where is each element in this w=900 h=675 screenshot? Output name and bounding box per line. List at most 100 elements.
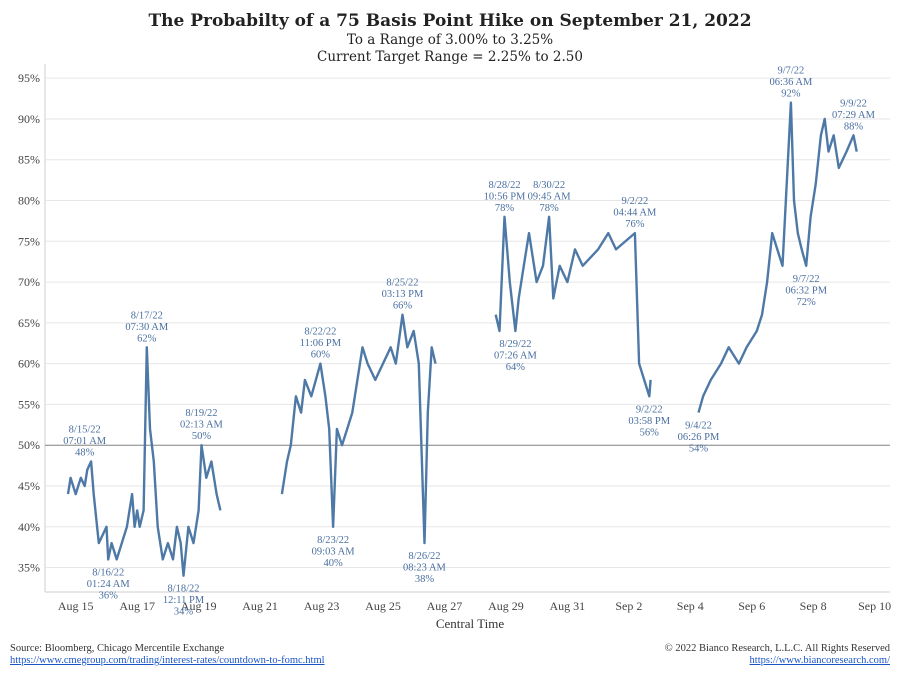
annotation-line: 12:11 PM: [163, 595, 205, 606]
annotation-line: 06:26 PM: [678, 432, 720, 443]
chart-header: The Probabilty of a 75 Basis Point Hike …: [0, 10, 900, 66]
annotation-line: 8/23/22: [317, 535, 349, 546]
y-tick-label: 50%: [18, 438, 40, 452]
annotation-line: 66%: [393, 301, 413, 312]
annotation-line: 03:58 PM: [628, 416, 670, 427]
y-axis: 35% 40% 45% 50% 55% 60% 65% 70% 75% 80% 85% 90% 95%: [18, 71, 40, 574]
x-tick-label: Aug 21: [242, 599, 278, 613]
annotation-line: 9/7/22: [777, 66, 804, 77]
annotation-line: 50%: [192, 431, 212, 442]
y-tick-label: 90%: [18, 112, 40, 126]
annotation-line: 76%: [625, 219, 645, 230]
x-tick-label: Aug 25: [365, 599, 401, 613]
x-axis-label: Central Time: [436, 616, 504, 631]
copyright-text: © 2022 Bianco Research, L.L.C. All Right…: [664, 643, 890, 654]
annotation-line: 8/18/22: [167, 584, 199, 595]
source-link[interactable]: https://www.cmegroup.com/trading/interes…: [10, 655, 325, 666]
annotation-line: 88%: [844, 121, 864, 132]
annotation-line: 8/15/22: [69, 425, 101, 436]
y-tick-label: 80%: [18, 194, 40, 208]
annotation-line: 04:44 AM: [613, 208, 657, 219]
annotation-line: 9/4/22: [685, 421, 712, 432]
x-tick-label: Sep 2: [615, 599, 642, 613]
annotation-line: 07:30 AM: [125, 322, 169, 333]
y-tick-label: 55%: [18, 397, 40, 411]
source-text: Source: Bloomberg, Chicago Mercentile Ex…: [10, 643, 225, 654]
annotation-line: 9/9/22: [840, 98, 867, 109]
annotation-line: 09:03 AM: [312, 546, 356, 557]
x-tick-label: Sep 10: [858, 599, 891, 613]
annotation-line: 07:29 AM: [832, 110, 876, 121]
series-probability: [66, 101, 858, 577]
annotation-line: 8/30/22: [533, 180, 565, 191]
annotation-line: 34%: [174, 607, 194, 618]
annotation-line: 8/28/22: [488, 180, 520, 191]
x-axis: Aug 15 Aug 17 Aug 19 Aug 21 Aug 23 Aug 25 Aug …: [58, 599, 891, 613]
footer-source: Source: Bloomberg, Chicago Mercentile Ex…: [10, 643, 325, 667]
y-tick-label: 35%: [18, 561, 40, 575]
annotation-line: 06:32 PM: [785, 285, 827, 296]
annotation-line: 38%: [415, 574, 435, 585]
annotation-line: 64%: [506, 362, 526, 373]
annotation-line: 8/29/22: [499, 339, 531, 350]
y-tick-label: 95%: [18, 71, 40, 85]
annotation-line: 8/19/22: [185, 408, 217, 419]
x-tick-label: Sep 6: [738, 599, 765, 613]
x-tick-label: Aug 29: [488, 599, 524, 613]
y-tick-label: 85%: [18, 153, 40, 167]
series-line-segment: [66, 346, 222, 577]
y-tick-label: 45%: [18, 479, 40, 493]
x-tick-label: Aug 31: [550, 599, 586, 613]
x-tick-label: Aug 23: [304, 599, 340, 613]
series-line-segment: [494, 215, 652, 398]
annotation-line: 8/16/22: [92, 567, 124, 578]
annotation-line: 62%: [137, 333, 157, 344]
annotation-line: 10:56 PM: [484, 191, 526, 202]
x-tick-label: Aug 19: [181, 599, 217, 613]
x-tick-label: Aug 17: [119, 599, 155, 613]
footer-copyright: © 2022 Bianco Research, L.L.C. All Right…: [665, 643, 890, 667]
annotation-line: 09:45 AM: [528, 191, 572, 202]
annotation-line: 78%: [495, 203, 515, 214]
annotation-line: 48%: [75, 448, 95, 459]
annotation-line: 8/17/22: [131, 310, 163, 321]
annotation-line: 08:23 AM: [403, 563, 447, 574]
site-link[interactable]: https://www.biancoresearch.com/: [749, 655, 890, 666]
annotation-line: 40%: [324, 558, 344, 569]
annotation-line: 9/7/22: [793, 274, 820, 285]
series-line-segment: [280, 313, 437, 545]
y-tick-label: 75%: [18, 234, 40, 248]
annotation-line: 36%: [99, 590, 119, 601]
x-tick-label: Aug 15: [58, 599, 94, 613]
annotation-line: 54%: [689, 444, 709, 455]
annotation-line: 03:13 PM: [382, 289, 424, 300]
annotation-line: 06:36 AM: [769, 77, 813, 88]
grid-lines: [44, 64, 890, 593]
x-tick-label: Sep 8: [800, 599, 827, 613]
annotation-line: 72%: [797, 297, 817, 308]
y-tick-label: 60%: [18, 357, 40, 371]
annotation-line: 8/25/22: [386, 278, 418, 289]
annotation-line: 56%: [640, 427, 660, 438]
annotation-line: 01:24 AM: [87, 579, 131, 590]
annotation-line: 8/26/22: [408, 551, 440, 562]
annotation-line: 8/22/22: [304, 327, 336, 338]
y-tick-label: 40%: [18, 520, 40, 534]
chart-title: The Probabilty of a 75 Basis Point Hike …: [148, 11, 752, 31]
